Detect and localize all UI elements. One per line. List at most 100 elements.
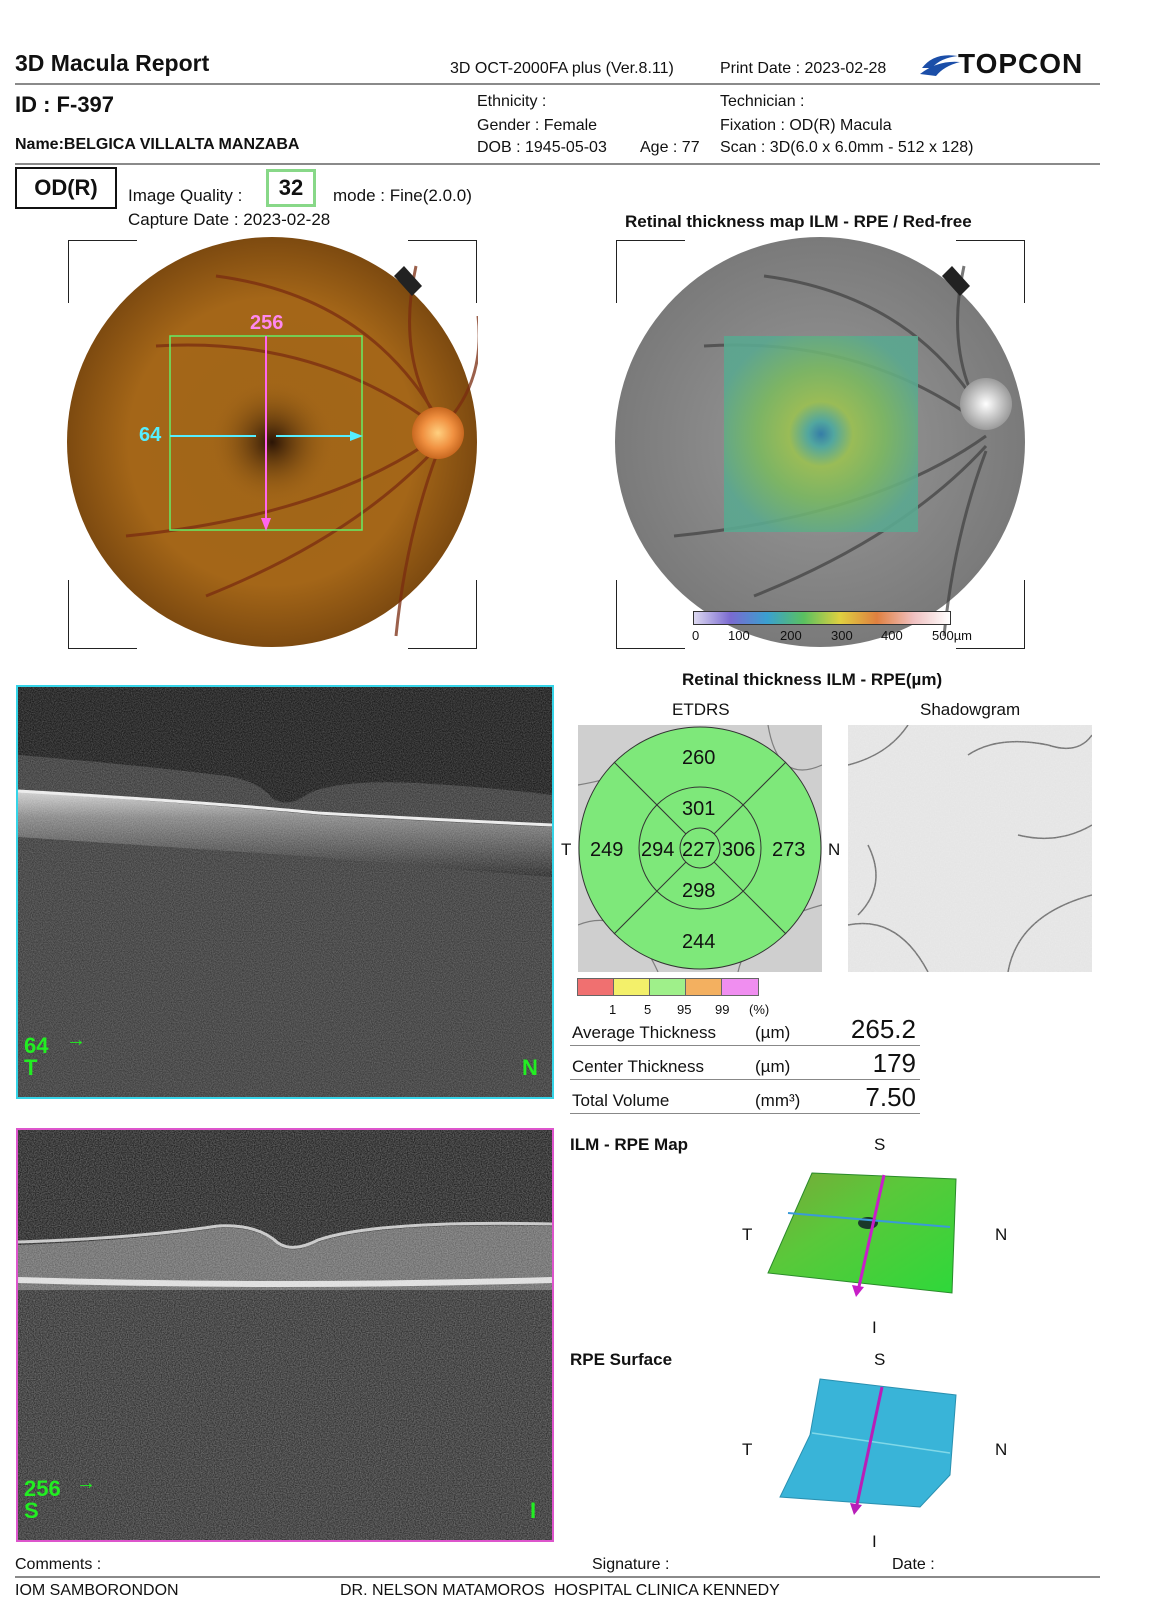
patient-name: Name:BELGICA VILLALTA MANZABA	[15, 136, 300, 153]
fixation: Fixation : OD(R) Macula	[720, 117, 892, 134]
thickness-scale-ticks: 0 100 200 300 400 500µm	[688, 628, 988, 646]
etdrs-outer-superior: 260	[682, 747, 716, 769]
legend-swatch	[721, 978, 759, 996]
etdrs-center: 227	[682, 839, 716, 861]
etdrs-inner-inferior: 298	[682, 880, 716, 902]
map-inferior-label: I	[872, 1318, 877, 1337]
legend-swatch	[613, 978, 651, 996]
brand-name: TOPCON	[958, 48, 1084, 79]
age: Age : 77	[640, 139, 700, 156]
ethnicity: Ethnicity :	[477, 93, 547, 110]
map-nasal-label: N	[995, 1225, 1008, 1244]
topcon-logo: TOPCON	[918, 48, 1088, 80]
metric-label: Total Volume	[572, 1091, 670, 1110]
hospital-name: HOSPITAL CLINICA KENNEDY	[554, 1582, 780, 1599]
frame-corner	[956, 240, 1025, 303]
frame-corner	[68, 580, 137, 649]
shadowgram-image	[847, 724, 1093, 973]
legend-swatch	[685, 978, 723, 996]
dob: DOB : 1945-05-03	[477, 139, 607, 156]
legend-ticks: 1 5 95 99 (%)	[577, 1002, 797, 1018]
etdrs-outer-nasal: 273	[772, 839, 806, 861]
scan-position-label: 256	[24, 1476, 61, 1501]
etdrs-outer-temporal: 249	[590, 839, 624, 861]
redfree-thickness-map	[614, 236, 1026, 648]
etdrs-inner-nasal: 306	[722, 839, 756, 861]
frame-corner	[408, 580, 477, 649]
rpe-nasal-label: N	[995, 1440, 1008, 1459]
image-quality-value: 32	[266, 169, 316, 207]
frame-corner	[408, 240, 477, 303]
thickness-color-scale	[693, 611, 951, 625]
scan-right-direction: I	[530, 1498, 537, 1523]
etdrs-nasal-side: N	[828, 840, 841, 859]
patient-id: ID : F-397	[15, 92, 115, 117]
rpe-3d-surface	[770, 1375, 960, 1525]
technician: Technician :	[720, 93, 805, 110]
etdrs-outer-inferior: 244	[682, 931, 716, 953]
arrow-right-icon: →	[66, 1029, 86, 1051]
legend-swatch	[649, 978, 687, 996]
fundus-photo: 256 64	[66, 236, 481, 648]
etdrs-inner-temporal: 294	[641, 839, 675, 861]
scan-mode: mode : Fine(2.0.0)	[333, 186, 472, 205]
rpe-inferior-label: I	[872, 1532, 877, 1551]
scale-tick: 200	[780, 628, 802, 643]
shadowgram-label: Shadowgram	[920, 700, 1021, 719]
etdrs-temporal-side: T	[561, 840, 572, 859]
scale-tick: 400	[881, 628, 903, 643]
date-label: Date :	[892, 1556, 935, 1573]
device-version: 3D OCT-2000FA plus (Ver.8.11)	[450, 60, 674, 77]
legend-swatch	[577, 978, 615, 996]
ilm-rpe-3d-map	[760, 1165, 960, 1310]
legend-tick: 5	[644, 1002, 652, 1017]
scale-tick: 100	[728, 628, 750, 643]
metric-value: 265.2	[850, 1014, 916, 1044]
legend-tick: (%)	[749, 1002, 770, 1017]
rpe-temporal-label: T	[742, 1440, 753, 1459]
legend-tick: 1	[609, 1002, 617, 1017]
frame-corner	[616, 240, 685, 303]
scan-right-direction: N	[522, 1055, 538, 1080]
legend-tick: 95	[677, 1002, 692, 1017]
metric-value: 7.50	[865, 1082, 916, 1112]
etdrs-inner-superior: 301	[682, 798, 716, 820]
scale-tick: 500µm	[932, 628, 973, 643]
capture-date: Capture Date : 2023-02-28	[128, 210, 331, 229]
report-title: 3D Macula Report	[15, 50, 210, 76]
frame-corner	[68, 240, 137, 303]
legend-tick: 99	[715, 1002, 730, 1017]
print-date: Print Date : 2023-02-28	[720, 60, 887, 77]
frame-corner	[956, 580, 1025, 649]
normative-legend	[577, 978, 759, 996]
metric-average-thickness: Average Thickness (µm) 265.2	[570, 1013, 920, 1046]
topcon-logo-icon	[920, 55, 960, 76]
patient-divider	[15, 163, 1100, 165]
metric-unit: (µm)	[755, 1023, 791, 1042]
rpe-superior-label: S	[874, 1350, 886, 1369]
fundus-horizontal-marker: 64	[139, 424, 162, 446]
etdrs-grid: 260 301 249 294 227 306 273 298 244	[577, 724, 823, 973]
header-divider	[15, 83, 1100, 85]
metric-label: Average Thickness	[572, 1023, 716, 1042]
map-temporal-label: T	[742, 1225, 753, 1244]
rpe-surface-title: RPE Surface	[570, 1350, 673, 1369]
footer-divider	[15, 1576, 1100, 1578]
arrow-right-icon: →	[76, 1472, 96, 1494]
metric-center-thickness: Center Thickness (µm) 179	[570, 1047, 920, 1080]
metric-total-volume: Total Volume (mm³) 7.50	[570, 1081, 920, 1114]
map-superior-label: S	[874, 1135, 886, 1154]
thickness-map-title: Retinal thickness map ILM - RPE / Red-fr…	[625, 212, 972, 231]
etdrs-label: ETDRS	[672, 700, 730, 719]
signature-label: Signature :	[592, 1556, 670, 1573]
oct-bscan-vertical: 256 → S I	[16, 1128, 554, 1542]
scan-left-direction: S	[24, 1498, 39, 1523]
scale-tick: 0	[692, 628, 700, 643]
scan-protocol: Scan : 3D(6.0 x 6.0mm - 512 x 128)	[720, 139, 974, 156]
frame-corner	[616, 580, 685, 649]
eye-label: OD(R)	[15, 167, 117, 209]
comments-label: Comments :	[15, 1556, 102, 1573]
oct-bscan-horizontal: 64 → T N	[16, 685, 554, 1099]
doctor-name: DR. NELSON MATAMOROS	[340, 1582, 545, 1599]
gender: Gender : Female	[477, 117, 598, 134]
